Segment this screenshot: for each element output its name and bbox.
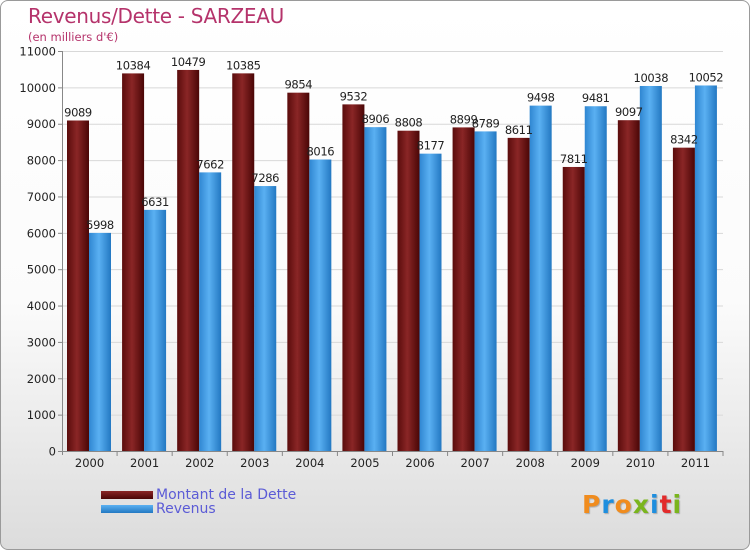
bar-dette-2000: [67, 120, 89, 451]
bar-dette-2005: [342, 104, 365, 451]
bar-dette-2011: [672, 147, 695, 451]
legend-swatch-revenus: [101, 505, 153, 513]
logo-letter: i: [650, 490, 660, 519]
chart-subtitle: (en milliers d'€): [28, 30, 119, 44]
bars: [67, 69, 717, 452]
ytick-label: 7000: [27, 190, 56, 204]
data-label-dette: 9089: [64, 105, 92, 119]
bar-dette-2009: [562, 166, 585, 452]
bar-revenus-2008: [529, 105, 552, 452]
data-label-revenus: 5998: [86, 218, 114, 232]
data-label-revenus: 8016: [306, 145, 334, 159]
xtick-label: 2001: [130, 456, 159, 470]
data-label-dette: 10384: [116, 58, 151, 72]
legend-swatch-dette: [101, 491, 153, 499]
legend-item-revenus: Revenus: [101, 501, 216, 517]
xtick-label: 2010: [626, 456, 655, 470]
bar-revenus-2007: [474, 131, 497, 451]
ytick-label: 10000: [19, 81, 56, 95]
logo-letter: x: [632, 490, 650, 519]
chart-title: Revenus/Dette - SARZEAU: [28, 4, 284, 28]
data-label-revenus: 7662: [196, 157, 224, 171]
data-label-revenus: 8177: [417, 139, 445, 153]
bar-dette-2006: [397, 130, 420, 451]
bar-dette-2002: [177, 69, 200, 451]
bar-dette-2010: [617, 120, 640, 451]
data-label-revenus: 7286: [251, 171, 279, 185]
bar-dette-2008: [507, 137, 530, 451]
bar-revenus-2009: [584, 106, 607, 452]
xtick-label: 2004: [295, 456, 324, 470]
bar-revenus-2011: [694, 85, 717, 452]
ytick-label: 5000: [27, 263, 56, 277]
proxiti-logo: Proxiti: [582, 490, 682, 519]
axes: [58, 51, 724, 456]
logo-letter: r: [601, 490, 615, 519]
legend-label-revenus: Revenus: [156, 501, 216, 517]
data-label-revenus: 8789: [472, 116, 500, 130]
logo-letter: i: [672, 490, 683, 519]
ytick-label: 9000: [27, 117, 56, 131]
data-label-revenus: 6631: [141, 195, 169, 209]
data-label-revenus: 10038: [634, 71, 669, 85]
bar-revenus-2001: [144, 209, 167, 451]
xtick-label: 2003: [240, 456, 269, 470]
data-label-revenus: 9498: [527, 91, 555, 105]
bar-dette-2003: [232, 73, 255, 451]
xtick-label: 2008: [516, 456, 545, 470]
bar-revenus-2003: [254, 186, 277, 451]
grid-lines: [62, 51, 723, 416]
bar-revenus-2002: [199, 172, 222, 451]
ytick-label: 2000: [27, 372, 56, 386]
data-label-revenus: 10052: [689, 70, 724, 84]
ytick-label: 6000: [27, 226, 56, 240]
logo-letter: t: [659, 490, 673, 519]
data-labels: 9089 5998 10384 6631 10479 7662 10385 7286 9854 8…: [64, 55, 724, 232]
logo-letter: o: [614, 490, 633, 519]
tick-labels: 0 1000 2000 3000 4000 5000 6000 7000 8000 9000 100…: [19, 45, 710, 471]
data-label-dette: 9532: [340, 89, 368, 103]
logo-letter: P: [582, 490, 602, 519]
bar-dette-2004: [287, 92, 310, 451]
data-label-revenus: 9481: [582, 91, 610, 105]
data-label-dette: 9097: [615, 105, 643, 119]
xtick-label: 2009: [571, 456, 600, 470]
bar-revenus-2000: [89, 232, 111, 451]
xtick-label: 2011: [681, 456, 710, 470]
bar-revenus-2006: [419, 153, 442, 451]
ytick-label: 3000: [27, 335, 56, 349]
bar-revenus-2004: [309, 159, 332, 451]
data-label-dette: 10385: [226, 58, 261, 72]
xtick-label: 2000: [75, 456, 104, 470]
data-label-revenus: 8906: [362, 112, 390, 126]
ytick-label: 0: [49, 445, 56, 459]
bar-revenus-2010: [639, 85, 662, 452]
xtick-label: 2005: [350, 456, 379, 470]
bar-dette-2007: [452, 127, 475, 452]
ytick-label: 1000: [27, 408, 56, 422]
data-label-dette: 10479: [171, 55, 206, 69]
bar-revenus-2005: [364, 127, 387, 452]
data-label-dette: 8342: [670, 133, 698, 147]
xtick-label: 2007: [460, 456, 489, 470]
ytick-label: 11000: [19, 45, 56, 59]
data-label-dette: 7811: [560, 152, 588, 166]
data-label-dette: 8899: [450, 112, 478, 126]
data-label-dette: 8611: [505, 123, 533, 137]
data-label-dette: 8808: [395, 116, 423, 130]
data-label-dette: 9854: [284, 78, 312, 92]
ytick-label: 4000: [27, 299, 56, 313]
legend-item-dette: Montant de la Dette: [101, 487, 296, 503]
legend-label-dette: Montant de la Dette: [156, 487, 297, 503]
ytick-label: 8000: [27, 154, 56, 168]
xtick-label: 2006: [405, 456, 434, 470]
xtick-label: 2002: [185, 456, 214, 470]
bar-dette-2001: [122, 73, 145, 452]
